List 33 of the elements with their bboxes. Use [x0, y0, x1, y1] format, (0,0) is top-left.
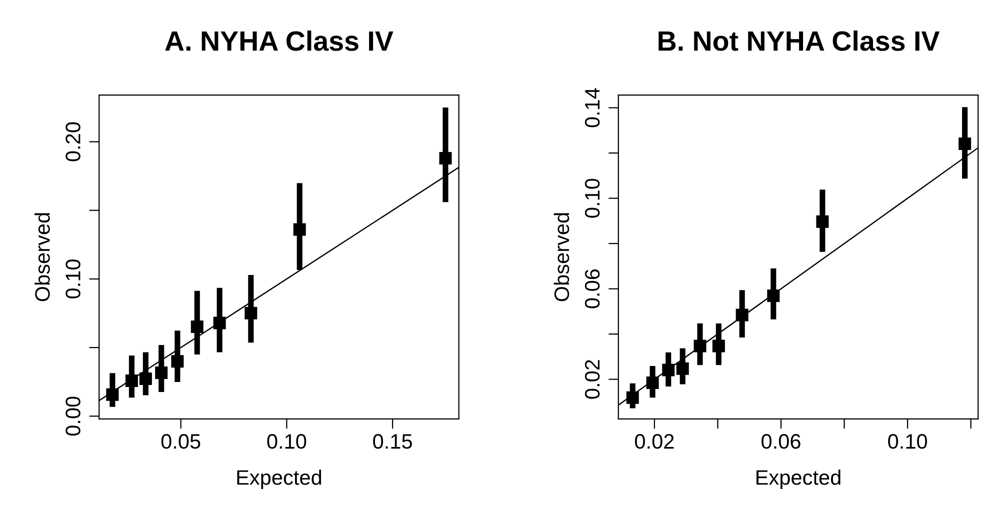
x-tick-label: 0.10: [888, 434, 928, 449]
x-tick-label: 0.15: [373, 434, 412, 449]
y-tick-label: 0.14: [584, 88, 600, 128]
x-tick-label: 0.05: [161, 434, 200, 449]
chart-title: B. Not NYHA Class IV: [658, 30, 940, 51]
point: [676, 362, 689, 375]
y-tick-label: 0.00: [66, 396, 80, 436]
y-tick-label: 0.10: [66, 259, 80, 298]
y-axis-title: Observed: [554, 213, 570, 302]
point: [646, 376, 659, 389]
x-axis-title: Expected: [756, 470, 840, 489]
x-tick-label: 0.06: [762, 434, 800, 449]
point: [190, 320, 204, 333]
x-tick-label: 0.10: [267, 434, 306, 449]
x-axis-title: Expected: [237, 470, 322, 489]
y-tick-label: 0.20: [66, 122, 80, 162]
point: [244, 306, 258, 320]
y-tick-label: 0.10: [584, 178, 600, 218]
point: [171, 355, 184, 368]
y-tick-label: 0.06: [584, 269, 600, 308]
point: [155, 366, 168, 380]
point: [439, 152, 452, 164]
point: [106, 388, 119, 401]
point: [626, 391, 639, 404]
y-axis-title: Observed: [34, 213, 50, 302]
point: [293, 223, 306, 236]
x-tick-label: 0.02: [634, 434, 674, 449]
point: [816, 215, 829, 228]
y-tick-label: 0.02: [584, 360, 600, 399]
point: [712, 340, 725, 352]
chart-title: A. NYHA Class IV: [165, 30, 394, 51]
point: [958, 137, 972, 150]
point: [139, 372, 152, 385]
